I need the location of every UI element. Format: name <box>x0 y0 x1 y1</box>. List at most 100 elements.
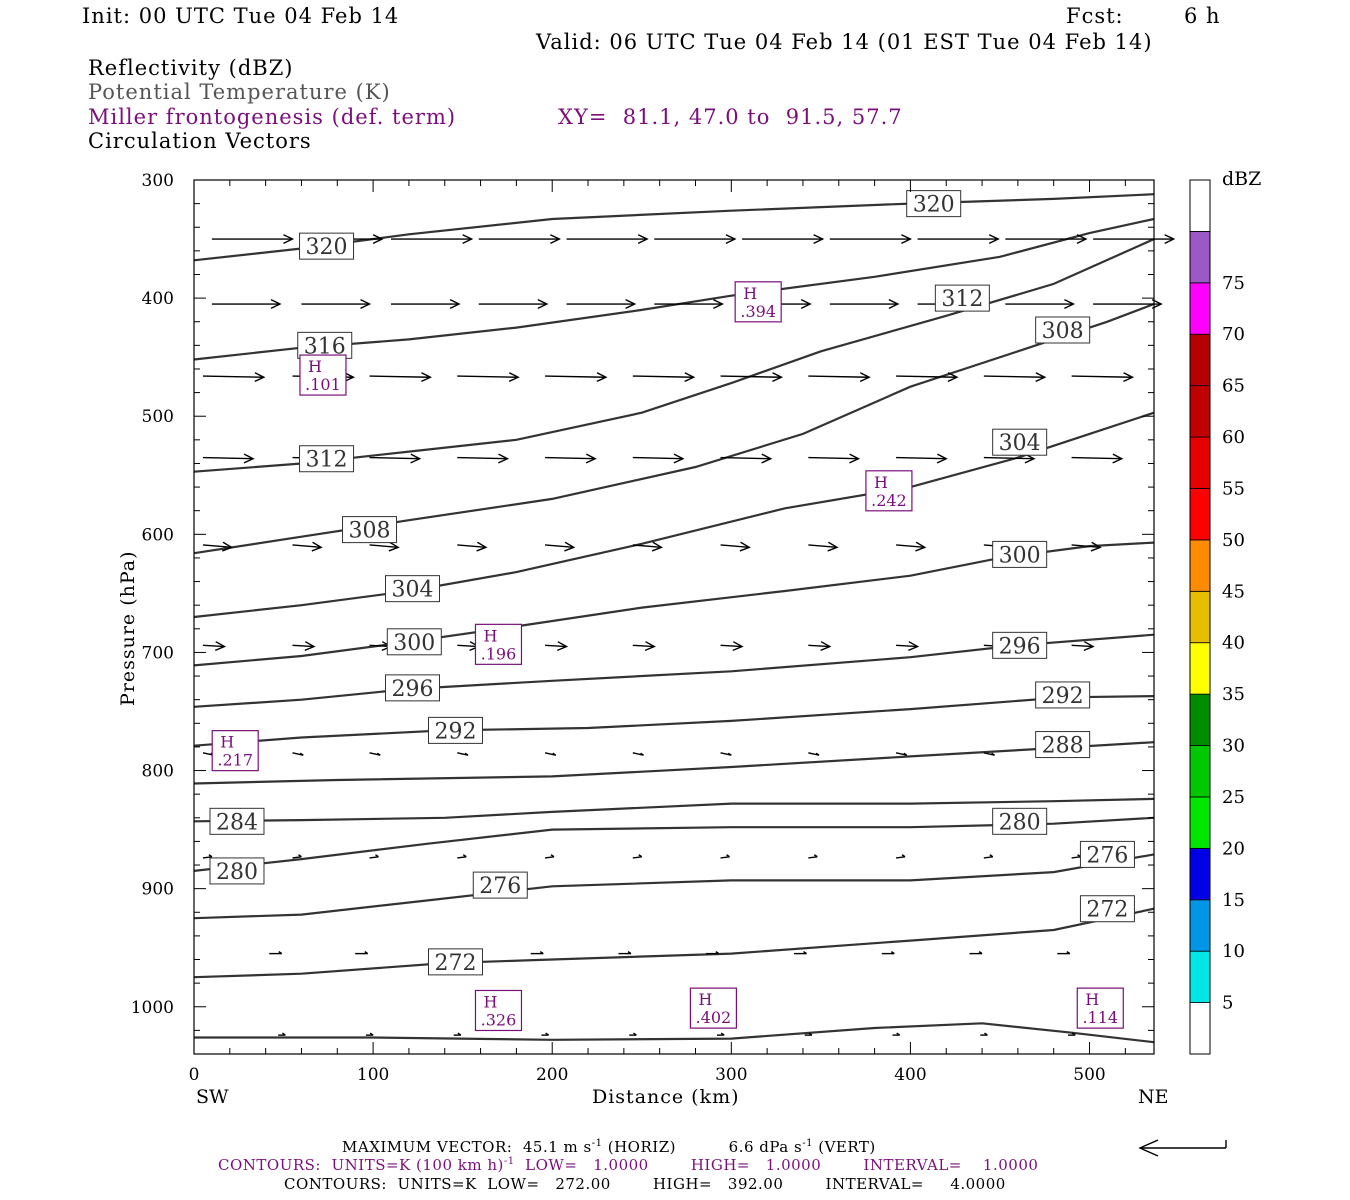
colorbar-tick-label: 55 <box>1222 478 1245 499</box>
frontogenesis-max-letter: H <box>484 992 498 1011</box>
field-frontogenesis: Miller frontogenesis (def. term) <box>88 105 457 129</box>
circulation-vector <box>720 456 771 460</box>
circulation-vector-head <box>627 951 632 955</box>
circulation-vector-head <box>457 1032 462 1036</box>
colorbar-frame <box>1189 179 1211 1055</box>
circulation-vector <box>1071 856 1081 859</box>
contour-label-box <box>1035 316 1091 344</box>
circulation-vector-head <box>720 1032 725 1036</box>
contour-label-box <box>299 445 355 473</box>
circulation-vector <box>292 544 322 549</box>
colorbar-segment <box>1189 693 1211 746</box>
circulation-vector <box>369 375 431 378</box>
colorbar-segment <box>1189 231 1211 284</box>
circulation-vector-head <box>713 299 724 309</box>
circulation-vector <box>457 856 467 859</box>
circulation-vector-head <box>222 541 234 552</box>
circulation-vector-head <box>449 299 461 309</box>
theta-contour-line <box>193 797 1155 823</box>
colorbar-tick-label: 70 <box>1222 324 1245 345</box>
contour-label: 280 <box>999 810 1041 835</box>
circulation-vector <box>896 456 947 460</box>
circulation-vector-head <box>462 854 467 858</box>
circulation-vector-head <box>1151 299 1163 309</box>
colorbar-tick-label: 50 <box>1222 530 1245 551</box>
contour-label: 308 <box>349 519 391 544</box>
circulation-vector <box>202 375 264 378</box>
colorbar-tick-label: 60 <box>1222 427 1245 448</box>
frontogenesis-max-value: .326 <box>481 1010 517 1029</box>
circulation-vector-head <box>388 541 400 552</box>
plot-frame <box>193 179 1155 1055</box>
circulation-vector-head <box>849 453 861 464</box>
colorbar-segment <box>1189 539 1211 592</box>
frontogenesis-max-box <box>474 989 523 1032</box>
circulation-vector <box>983 456 1035 460</box>
frontogenesis-max-letter: H <box>1085 990 1099 1009</box>
forecast-label: Fcst: <box>1066 4 1124 28</box>
circulation-vector-head <box>915 541 927 552</box>
circulation-vector <box>202 456 254 460</box>
colorbar-tick-label: 15 <box>1222 890 1245 911</box>
circulation-vector-head <box>715 951 720 955</box>
circulation-vector <box>369 456 420 460</box>
circulation-vector <box>544 544 574 549</box>
theta-contour-line <box>193 411 1155 619</box>
circulation-vector <box>202 856 213 859</box>
circulation-vector-head <box>803 951 807 955</box>
footer-frontogenesis-contours: CONTOURS: UNITS=K (100 km h)-1 LOW= 1.00… <box>218 1156 1039 1174</box>
theta-contour-line <box>193 695 1155 747</box>
frontogenesis-max-value: .242 <box>871 491 907 510</box>
circulation-vector <box>808 856 818 859</box>
circulation-vector-head <box>725 234 737 245</box>
x-axis-right-end-label: NE <box>1138 1086 1169 1108</box>
circulation-vector-head <box>800 299 812 309</box>
circulation-vector <box>457 544 486 549</box>
theta-contour-line <box>194 1022 1155 1044</box>
frontogenesis-max-box <box>865 470 913 512</box>
circulation-vector-head <box>304 641 316 652</box>
frontogenesis-max-box <box>474 623 523 665</box>
y-tick-label: 500 <box>142 407 174 427</box>
circulation-vector-head <box>739 541 751 552</box>
circulation-vector <box>545 375 606 378</box>
circulation-vector-head <box>813 854 818 858</box>
circulation-vector <box>720 856 730 859</box>
circulation-vector-head <box>732 641 744 652</box>
frontogenesis-max-value: .196 <box>481 644 517 663</box>
y-tick-label: 300 <box>142 171 174 191</box>
colorbar-tick-label: 20 <box>1222 838 1245 859</box>
circulation-vector <box>983 375 1045 378</box>
circulation-vector-head <box>989 854 994 858</box>
circulation-vector <box>896 375 957 378</box>
contour-label-box <box>386 628 442 656</box>
circulation-vector-head <box>344 372 356 383</box>
x-axis-left-end-label: SW <box>196 1086 229 1108</box>
contour-label: 300 <box>999 543 1041 568</box>
colorbar-tick-label: 5 <box>1222 993 1233 1014</box>
circulation-vector-head <box>896 1032 901 1036</box>
circulation-vector-head <box>376 752 381 756</box>
x-tick-label: 300 <box>715 1065 747 1085</box>
contour-label-box <box>1035 681 1091 709</box>
frontogenesis-max-box <box>1076 987 1124 1029</box>
circulation-vector <box>544 856 555 859</box>
footer-theta-contours: CONTOURS: UNITS=K LOW= 272.00 HIGH= 392.… <box>284 1175 1006 1193</box>
circulation-vector <box>1071 375 1133 378</box>
circulation-vector-head <box>637 234 649 245</box>
colorbar-segment <box>1189 796 1211 849</box>
frontogenesis-max-letter: H <box>874 473 888 492</box>
circulation-vector-head <box>1083 641 1095 652</box>
circulation-vector-head <box>947 372 959 383</box>
circulation-vector-head <box>978 951 983 955</box>
frontogenesis-max-value: .114 <box>1082 1008 1118 1027</box>
colorbar-tick-label: 45 <box>1222 581 1245 602</box>
circulation-vector <box>808 644 830 648</box>
y-tick-label: 400 <box>142 289 174 309</box>
circulation-vector-head <box>901 234 913 245</box>
circulation-vector-head <box>596 372 608 383</box>
circulation-vector <box>632 456 683 460</box>
circulation-vector-head <box>311 541 323 552</box>
contour-label-box <box>209 857 265 885</box>
